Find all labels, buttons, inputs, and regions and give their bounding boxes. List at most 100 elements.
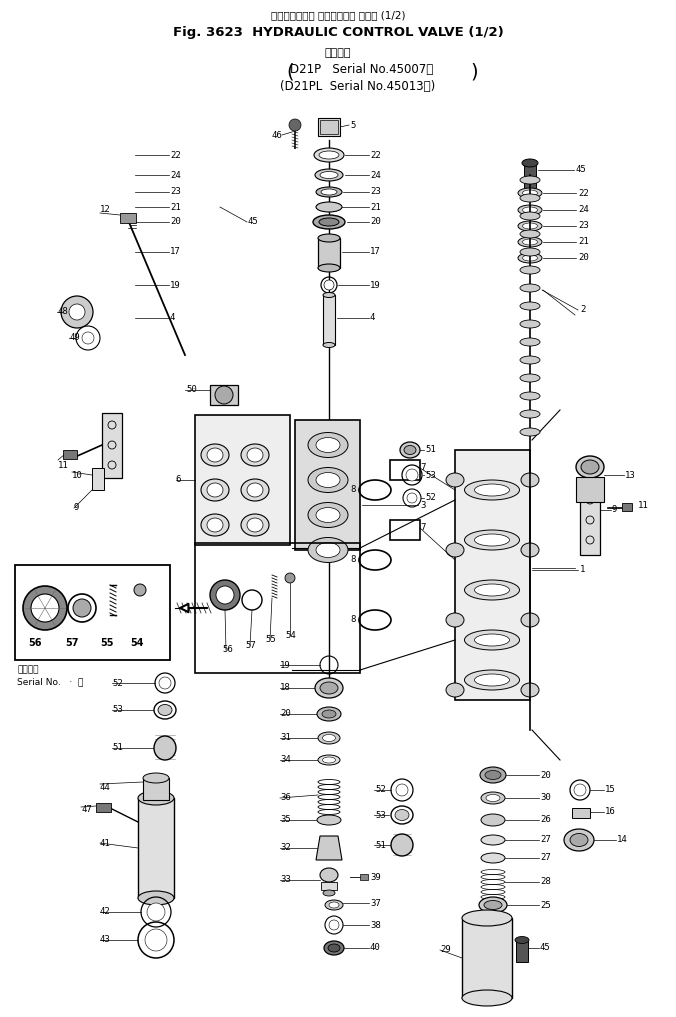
Ellipse shape — [319, 151, 339, 159]
Bar — [390, 460, 420, 480]
Ellipse shape — [323, 890, 335, 896]
Ellipse shape — [329, 902, 339, 908]
Circle shape — [289, 119, 301, 131]
Text: 35: 35 — [280, 816, 291, 825]
Text: ハイドロリック コントロール バルブ (1/2): ハイドロリック コントロール バルブ (1/2) — [271, 10, 405, 20]
Circle shape — [574, 784, 586, 796]
Ellipse shape — [570, 834, 588, 846]
Ellipse shape — [520, 410, 540, 418]
Text: (: ( — [286, 63, 294, 82]
Text: 53: 53 — [425, 471, 436, 479]
Ellipse shape — [446, 683, 464, 697]
Ellipse shape — [523, 223, 537, 229]
Ellipse shape — [518, 221, 542, 231]
Ellipse shape — [518, 253, 542, 263]
Bar — [318, 118, 340, 136]
Ellipse shape — [395, 810, 409, 821]
Ellipse shape — [576, 456, 604, 478]
Text: 23: 23 — [370, 187, 381, 196]
Ellipse shape — [314, 148, 344, 162]
Text: 52: 52 — [425, 493, 436, 502]
Ellipse shape — [475, 674, 510, 686]
Text: 31: 31 — [280, 733, 291, 742]
Ellipse shape — [201, 514, 229, 536]
Text: 51: 51 — [375, 840, 386, 849]
Text: 13: 13 — [625, 471, 635, 479]
Bar — [295, 420, 360, 550]
Text: 27: 27 — [540, 836, 551, 844]
Ellipse shape — [481, 792, 505, 804]
Ellipse shape — [322, 757, 335, 763]
Text: 19: 19 — [370, 281, 381, 290]
Ellipse shape — [241, 514, 269, 536]
Bar — [138, 798, 174, 898]
Ellipse shape — [323, 343, 335, 348]
Ellipse shape — [520, 194, 540, 202]
Bar — [318, 238, 340, 268]
Text: 40: 40 — [370, 944, 381, 953]
Text: 10: 10 — [72, 471, 82, 479]
Ellipse shape — [143, 773, 169, 783]
Bar — [524, 163, 536, 188]
Text: 55: 55 — [100, 638, 114, 648]
Bar — [120, 213, 136, 223]
Text: 20: 20 — [540, 771, 551, 779]
Ellipse shape — [521, 683, 539, 697]
Text: 12: 12 — [100, 205, 111, 215]
Text: 11: 11 — [638, 500, 649, 510]
Text: 38: 38 — [370, 920, 381, 930]
Ellipse shape — [462, 990, 512, 1006]
Circle shape — [145, 929, 167, 951]
Text: 23: 23 — [170, 187, 180, 196]
Text: 52: 52 — [375, 785, 386, 794]
Ellipse shape — [464, 630, 519, 650]
Ellipse shape — [318, 755, 340, 765]
Ellipse shape — [518, 237, 542, 247]
Ellipse shape — [446, 543, 464, 557]
Text: 18: 18 — [280, 683, 291, 693]
Ellipse shape — [247, 448, 263, 462]
Text: 22: 22 — [578, 188, 589, 197]
Ellipse shape — [158, 705, 172, 716]
Ellipse shape — [446, 613, 464, 627]
Bar — [102, 413, 122, 478]
Text: 50: 50 — [186, 385, 197, 395]
Text: 45: 45 — [540, 944, 551, 953]
Ellipse shape — [308, 468, 348, 492]
Text: 9: 9 — [612, 505, 617, 515]
Ellipse shape — [520, 374, 540, 382]
Bar — [15, 565, 170, 660]
Circle shape — [396, 784, 408, 796]
Text: 21: 21 — [370, 202, 381, 212]
Ellipse shape — [241, 479, 269, 501]
Circle shape — [23, 586, 67, 630]
Text: 42: 42 — [100, 907, 111, 916]
Text: 17: 17 — [170, 247, 180, 256]
Text: 4: 4 — [170, 313, 175, 322]
Ellipse shape — [320, 868, 338, 882]
Ellipse shape — [247, 483, 263, 497]
Bar — [320, 120, 338, 134]
Ellipse shape — [520, 212, 540, 220]
Ellipse shape — [247, 518, 263, 532]
Text: 20: 20 — [170, 218, 180, 227]
Ellipse shape — [520, 230, 540, 238]
Ellipse shape — [201, 444, 229, 466]
Bar — [622, 503, 632, 511]
Ellipse shape — [464, 580, 519, 600]
Text: 4: 4 — [370, 313, 375, 322]
Text: 1: 1 — [580, 565, 585, 575]
Text: 49: 49 — [70, 334, 80, 343]
Text: 53: 53 — [375, 811, 386, 820]
Ellipse shape — [400, 442, 420, 458]
Text: 24: 24 — [578, 205, 589, 215]
Text: 57: 57 — [245, 641, 256, 650]
Text: 43: 43 — [100, 936, 111, 945]
Ellipse shape — [446, 473, 464, 487]
Circle shape — [147, 903, 165, 921]
Ellipse shape — [523, 190, 537, 196]
Bar — [195, 415, 290, 545]
Text: 16: 16 — [605, 807, 616, 817]
Text: 51: 51 — [425, 445, 436, 455]
Text: 26: 26 — [540, 816, 551, 825]
